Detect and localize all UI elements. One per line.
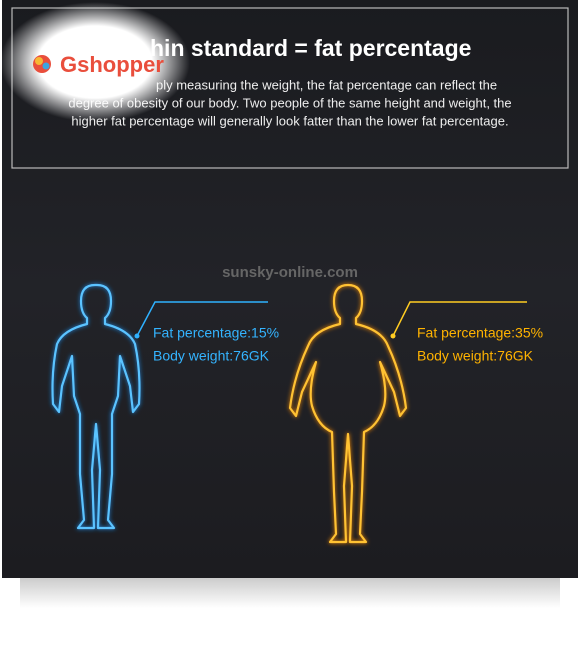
fat-label: Fat percentage:35% (417, 325, 543, 341)
logo-icon (33, 55, 51, 73)
callout-dot (390, 333, 396, 339)
weight-label: Body weight:76GK (417, 348, 534, 364)
watermark: sunsky-online.com (222, 264, 358, 281)
callout-line (392, 301, 527, 337)
callout-dot (134, 333, 140, 339)
weight-label: Body weight:76GK (153, 348, 270, 364)
logo-glow (0, 2, 190, 122)
fat-label: Fat percentage:15% (153, 325, 279, 341)
callout-line (136, 301, 268, 337)
paragraph-line: degree of obesity of our body. Two peopl… (68, 95, 511, 110)
figure-fat (288, 283, 408, 544)
logo: Gshopper (60, 52, 164, 77)
paragraph-line: ply measuring the weight, the fat percen… (156, 77, 497, 92)
paragraph-line: higher fat percentage will generally loo… (71, 113, 508, 128)
figure-slim (51, 283, 141, 530)
title: hin standard = fat percentage (150, 35, 471, 61)
shadow (20, 578, 560, 608)
